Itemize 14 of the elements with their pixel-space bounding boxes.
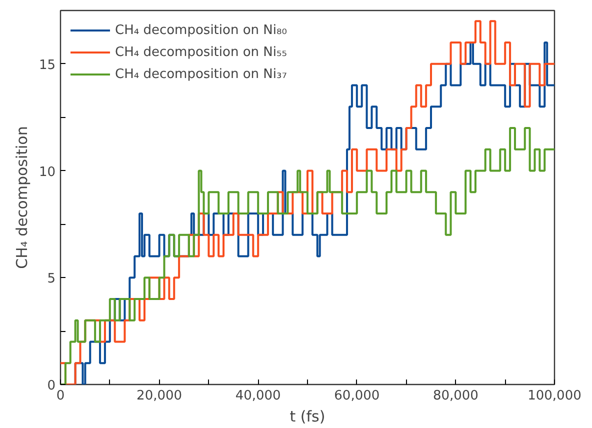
legend-label: CH₄ decomposition on Ni₅₅ <box>115 44 287 60</box>
x-tick-label: 20,000 <box>136 388 182 404</box>
legend-label: CH₄ decomposition on Ni₈₀ <box>115 22 287 38</box>
x-tick-label: 40,000 <box>235 388 281 404</box>
y-tick-label: 10 <box>38 164 56 180</box>
x-axis-title: t (fs) <box>290 408 326 426</box>
y-tick-label: 15 <box>38 58 56 73</box>
y-tick-label: 0 <box>47 378 56 394</box>
y-tick-label: 5 <box>47 272 56 287</box>
y-axis-title: CH₄ decomposition <box>12 126 31 269</box>
x-tick-label: 100,000 <box>528 388 582 404</box>
x-tick-label: 80,000 <box>432 388 478 404</box>
legend-label: CH₄ decomposition on Ni₃₇ <box>115 66 287 82</box>
x-tick-label: 60,000 <box>334 388 380 404</box>
